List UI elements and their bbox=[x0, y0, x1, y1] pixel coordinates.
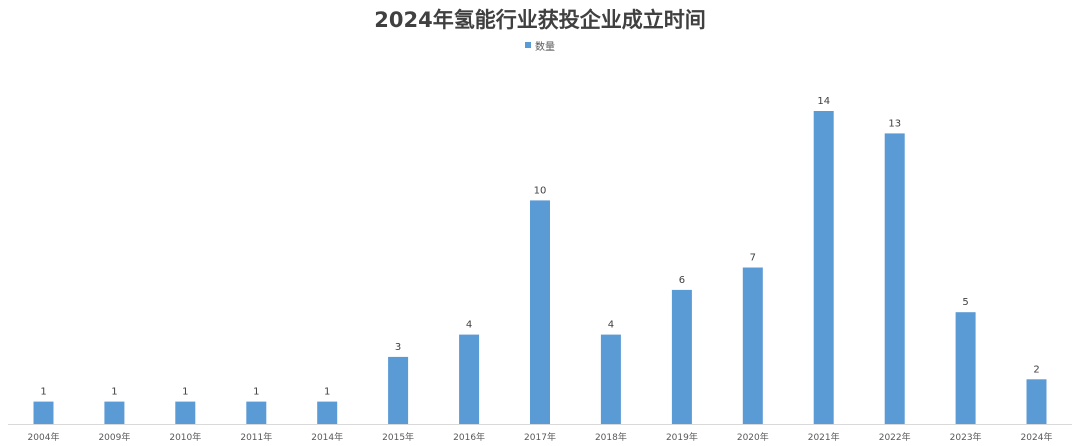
data-label-9: 6 bbox=[679, 275, 685, 286]
x-tick-label-2: 2010年 bbox=[169, 431, 201, 443]
data-label-14: 2 bbox=[1033, 364, 1039, 375]
x-tick-label-3: 2011年 bbox=[240, 431, 272, 443]
legend-swatch bbox=[525, 41, 531, 48]
x-tick-label-6: 2016年 bbox=[453, 431, 485, 443]
x-tick-label-7: 2017年 bbox=[524, 431, 556, 443]
bar-13 bbox=[955, 312, 976, 424]
data-label-0: 1 bbox=[40, 387, 46, 398]
x-tick-label-5: 2015年 bbox=[382, 431, 414, 443]
x-tick-label-0: 2004年 bbox=[28, 431, 60, 443]
bar-2 bbox=[175, 401, 196, 424]
data-label-5: 3 bbox=[395, 342, 401, 353]
bar-12 bbox=[884, 133, 905, 424]
bar-8 bbox=[600, 334, 621, 424]
x-tick-label-4: 2014年 bbox=[311, 431, 343, 443]
bar-0 bbox=[33, 401, 54, 424]
bar-14 bbox=[1026, 379, 1047, 424]
data-label-1: 1 bbox=[111, 387, 117, 398]
data-label-2: 1 bbox=[182, 387, 188, 398]
data-label-4: 1 bbox=[324, 387, 330, 398]
bar-3 bbox=[246, 401, 267, 424]
legend-label: 数量 bbox=[535, 42, 555, 53]
x-tick-label-1: 2009年 bbox=[98, 431, 130, 443]
x-tick-label-12: 2022年 bbox=[879, 431, 911, 443]
bar-7 bbox=[530, 200, 550, 424]
x-tick-label-10: 2020年 bbox=[737, 431, 769, 443]
x-tick-label-8: 2018年 bbox=[595, 431, 627, 443]
x-tick-label-13: 2023年 bbox=[950, 431, 982, 443]
data-label-7: 10 bbox=[534, 185, 547, 196]
bar-11 bbox=[813, 111, 834, 424]
bar-1 bbox=[104, 401, 125, 424]
bar-6 bbox=[459, 334, 480, 424]
x-tick-label-14: 2024年 bbox=[1021, 431, 1053, 443]
data-label-6: 4 bbox=[466, 320, 472, 331]
legend: 数量 bbox=[0, 38, 1080, 53]
x-tick-label-9: 2019年 bbox=[666, 431, 698, 443]
data-label-11: 14 bbox=[817, 96, 830, 107]
x-tick-labels: 2004年 2009年 2010年 2011年 2014年 2015年 2016年 2017年… bbox=[28, 431, 1053, 443]
data-label-13: 5 bbox=[962, 297, 968, 308]
bar-10 bbox=[742, 267, 763, 424]
data-label-3: 1 bbox=[253, 387, 259, 398]
data-label-12: 13 bbox=[888, 118, 901, 129]
chart-title: 2024年氢能行业获投企业成立时间 bbox=[374, 8, 706, 32]
x-tick-label-11: 2021年 bbox=[808, 431, 840, 443]
data-label-8: 4 bbox=[608, 320, 614, 331]
bars bbox=[33, 111, 1047, 424]
data-label-10: 7 bbox=[750, 253, 756, 264]
bar-9 bbox=[671, 289, 692, 424]
bar-4 bbox=[317, 401, 338, 424]
bar-5 bbox=[388, 356, 409, 424]
